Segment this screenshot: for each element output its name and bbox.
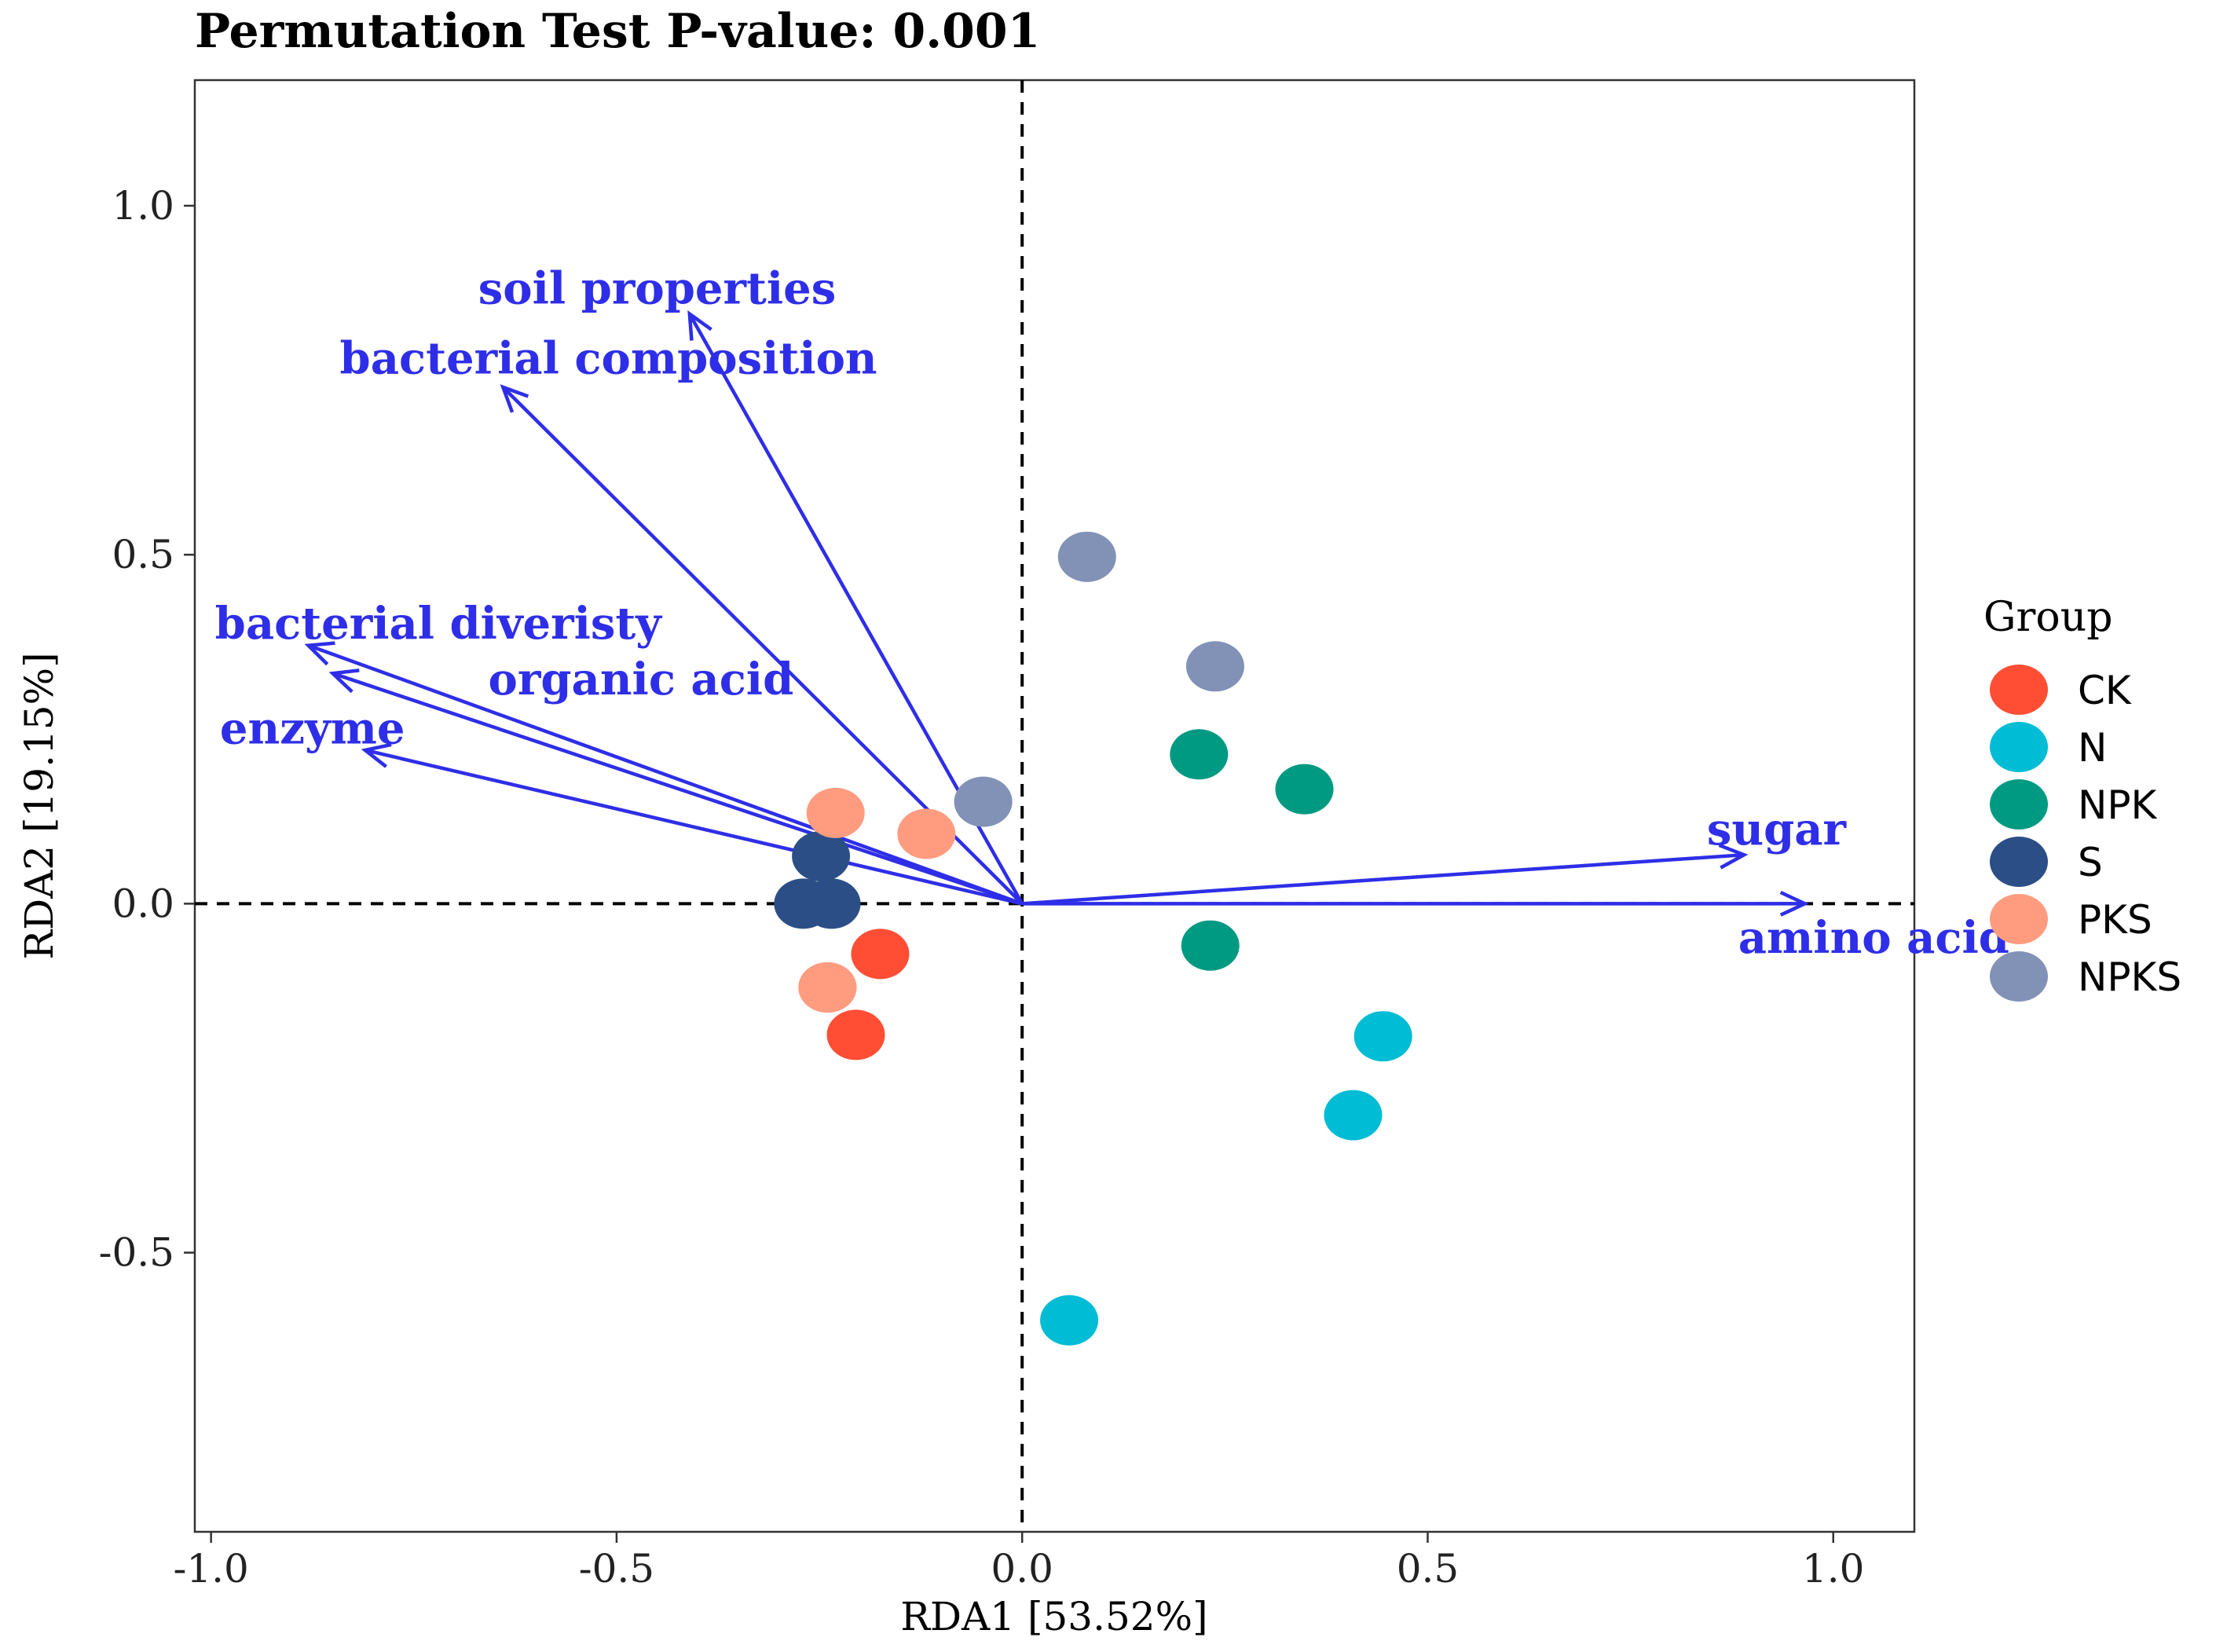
arrow-shaft bbox=[331, 672, 1023, 906]
panel-border bbox=[193, 79, 1916, 1533]
point-pks bbox=[806, 787, 865, 838]
legend-item-s: S bbox=[1990, 837, 2103, 887]
legend-item-n: N bbox=[1990, 722, 2107, 772]
arrow-enzyme bbox=[361, 742, 1023, 906]
y-tick-label: 0.5 bbox=[112, 532, 174, 577]
x-tick-label: -1.0 bbox=[173, 1546, 248, 1592]
y-tick-label: -0.5 bbox=[99, 1230, 174, 1276]
arrow-organic-acid bbox=[328, 668, 1023, 906]
legend-label: PKS bbox=[2078, 897, 2152, 943]
arrow-head bbox=[500, 384, 529, 413]
point-s bbox=[792, 830, 851, 881]
arrow-label-organic-acid: organic acid bbox=[489, 654, 794, 705]
legend-label: NPKS bbox=[2078, 954, 2181, 1000]
x-tick-label: 0.0 bbox=[991, 1546, 1053, 1592]
legend-swatch bbox=[1990, 951, 2048, 1002]
arrow-amino-acid bbox=[1022, 890, 1809, 917]
x-axis: -1.0 -0.5 0.0 0.5 1.0 bbox=[173, 1532, 1865, 1592]
point-npks bbox=[954, 776, 1013, 827]
point-n bbox=[1353, 1011, 1412, 1062]
point-layer bbox=[774, 531, 1412, 1346]
legend-item-pks: PKS bbox=[1990, 894, 2152, 944]
point-pks bbox=[798, 962, 857, 1013]
point-n bbox=[1040, 1295, 1099, 1346]
arrow-label-soil-properties: soil properties bbox=[478, 263, 837, 315]
x-axis-label: RDA1 [53.52%] bbox=[900, 1594, 1207, 1639]
arrow-bacterial-diveristy bbox=[304, 641, 1023, 906]
plot-panel bbox=[193, 79, 1916, 1533]
arrow-label-enzyme: enzyme bbox=[220, 702, 405, 754]
legend-item-ck: CK bbox=[1990, 665, 2132, 715]
point-s bbox=[802, 878, 861, 929]
arrow-label-bacterial-diveristy: bacterial diveristy bbox=[215, 598, 663, 650]
legend-label: S bbox=[2078, 840, 2103, 885]
legend-swatch bbox=[1990, 837, 2048, 887]
chart-title: Permutation Test P-value: 0.001 bbox=[195, 4, 1040, 59]
series-pks bbox=[798, 787, 956, 1013]
arrow-head bbox=[687, 310, 712, 341]
y-axis: -0.5 0.0 0.5 1.0 bbox=[99, 183, 195, 1276]
y-tick-label: 0.0 bbox=[112, 881, 174, 926]
point-npk bbox=[1181, 920, 1240, 971]
arrow-shaft bbox=[364, 748, 1023, 906]
arrow-label-amino-acid: amino acid bbox=[1738, 912, 2009, 964]
legend-item-npk: NPK bbox=[1990, 779, 2158, 830]
y-axis-label: RDA2 [19.15%] bbox=[16, 652, 62, 959]
legend-item-npks: NPKS bbox=[1990, 951, 2181, 1002]
point-n bbox=[1324, 1090, 1383, 1141]
legend-label: CK bbox=[2078, 668, 2132, 713]
legend-label: NPK bbox=[2078, 782, 2158, 828]
legend-label: N bbox=[2078, 725, 2107, 771]
y-tick-label: 1.0 bbox=[112, 183, 174, 229]
arrow-head bbox=[1779, 890, 1809, 917]
point-npk bbox=[1170, 729, 1229, 780]
point-ck bbox=[851, 929, 910, 980]
arrow-shaft bbox=[307, 643, 1023, 906]
point-npk bbox=[1275, 764, 1334, 815]
legend-swatch bbox=[1990, 894, 2048, 944]
series-n bbox=[1040, 1011, 1412, 1346]
legend-title: Group bbox=[1983, 594, 2112, 641]
arrow-head bbox=[304, 641, 335, 666]
legend-swatch bbox=[1990, 665, 2048, 715]
arrow-shaft bbox=[1022, 852, 1745, 906]
point-ck bbox=[826, 1009, 885, 1060]
legend-swatch bbox=[1990, 722, 2048, 772]
arrow-head bbox=[1718, 843, 1749, 870]
point-pks bbox=[897, 808, 956, 859]
arrow-labels: soil properties bacterial composition bact… bbox=[215, 263, 2009, 964]
arrow-sugar bbox=[1022, 843, 1749, 906]
arrow-head bbox=[361, 742, 392, 768]
arrow-label-bacterial-composition: bacterial composition bbox=[340, 332, 877, 384]
series-npk bbox=[1170, 729, 1334, 971]
point-npks bbox=[1057, 531, 1116, 582]
arrow-head bbox=[328, 668, 360, 694]
x-tick-label: -0.5 bbox=[579, 1546, 654, 1592]
x-tick-label: 0.5 bbox=[1397, 1546, 1460, 1592]
x-tick-label: 1.0 bbox=[1802, 1546, 1865, 1592]
legend-swatch bbox=[1990, 779, 2048, 830]
series-npks bbox=[954, 531, 1244, 827]
arrow-label-sugar: sugar bbox=[1707, 804, 1848, 855]
point-npks bbox=[1185, 641, 1244, 692]
series-s bbox=[774, 830, 861, 929]
